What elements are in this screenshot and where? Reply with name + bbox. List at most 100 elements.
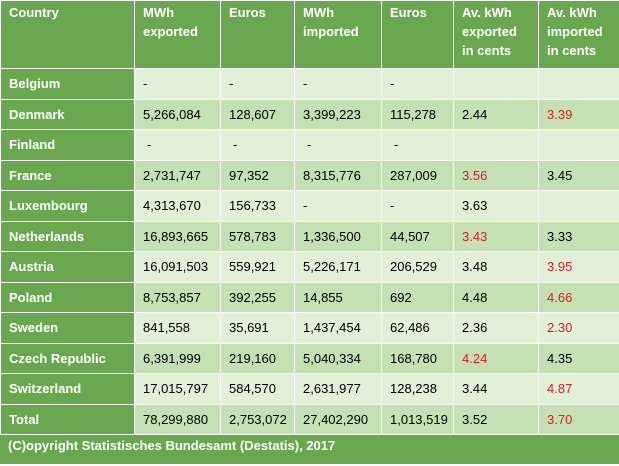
header-line: exported — [462, 24, 517, 39]
euros-imported-cell: 206,529 — [381, 251, 454, 283]
mwh-exported-cell: 6,391,999 — [134, 342, 221, 374]
avg-kwh-imported-cell: 4.35 — [538, 342, 619, 374]
table-row: Luxembourg 4,313,670 156,733- -3.63 — [0, 190, 619, 222]
country-cell: Netherlands — [0, 220, 135, 252]
avg-kwh-exported-cell: 3.52 — [453, 403, 539, 435]
mwh-imported-cell: 3,399,223 — [294, 98, 382, 130]
euros-imported-cell: 128,238 — [381, 373, 454, 405]
copyright-footer: (C)opyright Statistisches Bundesamt (Des… — [0, 435, 619, 464]
mwh-imported-cell: - — [294, 129, 382, 161]
mwh-exported-cell: 78,299,880 — [134, 403, 221, 435]
avg-kwh-imported-cell: 3.33 — [538, 220, 619, 252]
table-row: Austria 16,091,503 559,921 5,226,171 206,529… — [0, 251, 619, 283]
table-row: Sweden 841,558 35,691 1,437,454 62,486 2.36 2.… — [0, 312, 619, 344]
avg-kwh-exported-cell: 4.24 — [453, 342, 539, 374]
euros-imported-cell: 287,009 — [381, 159, 454, 191]
mwh-imported-cell: 27,402,290 — [294, 403, 382, 435]
mwh-exported-cell: 841,558 — [134, 312, 221, 344]
header-mwh-imported: MWh imported — [294, 0, 382, 69]
euros-imported-cell: 44,507 — [381, 220, 454, 252]
header-line: MWh — [303, 5, 335, 20]
avg-kwh-exported-cell: 2.44 — [453, 98, 539, 130]
euros-exported-cell: 559,921 — [220, 251, 295, 283]
header-line: Av. kWh — [462, 5, 512, 20]
euros-imported-cell: 1,013,519 — [381, 403, 454, 435]
header-country: Country — [0, 0, 135, 69]
table-row: Poland 8,753,857 392,255 14,855 692 4.48 4.66 — [0, 281, 619, 313]
avg-kwh-imported-cell: 3.39 — [538, 98, 619, 130]
table-row: France 2,731,747 97,352 8,315,776 287,009 3.5… — [0, 159, 619, 191]
mwh-imported-cell: - — [294, 68, 382, 100]
country-cell: Finland — [0, 129, 135, 161]
euros-imported-cell: 62,486 — [381, 312, 454, 344]
avg-kwh-imported-cell — [538, 129, 619, 161]
euros-exported-cell: 219,160 — [220, 342, 295, 374]
mwh-imported-cell: 1,437,454 — [294, 312, 382, 344]
euros-exported-cell: 584,570 — [220, 373, 295, 405]
euros-exported-cell: 156,733 — [220, 190, 295, 222]
total-row: Total 78,299,880 2,753,072 27,402,290 1,013,… — [0, 403, 619, 435]
header-line: imported — [547, 24, 603, 39]
mwh-exported-cell: - — [134, 68, 221, 100]
mwh-exported-cell: 16,893,665 — [134, 220, 221, 252]
mwh-imported-cell: 2,631,977 — [294, 373, 382, 405]
mwh-exported-cell: 17,015,797 — [134, 373, 221, 405]
mwh-imported-cell: 5,226,171 — [294, 251, 382, 283]
mwh-exported-cell: 5,266,084 — [134, 98, 221, 130]
country-cell: France — [0, 159, 135, 191]
table-row: Finland - - - - — [0, 129, 619, 161]
electricity-trade-table: Country MWh exported Euros MWh imported Euros A… — [0, 0, 619, 435]
avg-kwh-exported-cell: 3.43 — [453, 220, 539, 252]
euros-exported-cell: 392,255 — [220, 281, 295, 313]
country-cell: Switzerland — [0, 373, 135, 405]
euros-exported-cell: 128,607 — [220, 98, 295, 130]
table-row: Switzerland 17,015,797 584,570 2,631,977 128… — [0, 373, 619, 405]
euros-exported-cell: 97,352 — [220, 159, 295, 191]
header-line: in cents — [547, 43, 597, 58]
mwh-imported-cell: 8,315,776 — [294, 159, 382, 191]
mwh-exported-cell: - — [134, 129, 221, 161]
avg-kwh-imported-cell: 4.66 — [538, 281, 619, 313]
header-line: exported — [143, 24, 198, 39]
mwh-exported-cell: 4,313,670 — [134, 190, 221, 222]
avg-kwh-exported-cell: 4.48 — [453, 281, 539, 313]
avg-kwh-exported-cell: 3.44 — [453, 373, 539, 405]
avg-kwh-imported-cell — [538, 190, 619, 222]
header-avg-kwh-exported: Av. kWh exported in cents — [453, 0, 539, 69]
table-body: Belgium - - - - Denmark 5,266,084 128,607 3,399,… — [0, 68, 619, 435]
table-row: Denmark 5,266,084 128,607 3,399,223 115,278 2… — [0, 98, 619, 130]
euros-imported-cell: 115,278 — [381, 98, 454, 130]
mwh-exported-cell: 8,753,857 — [134, 281, 221, 313]
country-cell: Austria — [0, 251, 135, 283]
avg-kwh-imported-cell: 4.87 — [538, 373, 619, 405]
header-line: Country — [9, 5, 59, 20]
header-line: Av. kWh — [547, 5, 597, 20]
euros-exported-cell: 578,783 — [220, 220, 295, 252]
avg-kwh-exported-cell: 3.48 — [453, 251, 539, 283]
avg-kwh-exported-cell — [453, 68, 539, 100]
header-line: Euros — [390, 5, 427, 20]
euros-imported-cell: - — [381, 68, 454, 100]
header-euros-exported: Euros — [220, 0, 295, 69]
avg-kwh-exported-cell: 3.56 — [453, 159, 539, 191]
euros-exported-cell: 2,753,072 — [220, 403, 295, 435]
country-cell: Luxembourg — [0, 190, 135, 222]
country-cell: Sweden — [0, 312, 135, 344]
avg-kwh-imported-cell: 2.30 — [538, 312, 619, 344]
euros-exported-cell: - — [220, 68, 295, 100]
header-line: Euros — [229, 5, 266, 20]
avg-kwh-exported-cell: 3.63 — [453, 190, 539, 222]
euros-imported-cell: 168,780 — [381, 342, 454, 374]
mwh-imported-cell: 1,336,500 — [294, 220, 382, 252]
country-cell: Czech Republic — [0, 342, 135, 374]
euros-imported-cell: - — [381, 190, 454, 222]
mwh-exported-cell: 16,091,503 — [134, 251, 221, 283]
header-mwh-exported: MWh exported — [134, 0, 221, 69]
table-row: Belgium - - - - — [0, 68, 619, 100]
avg-kwh-imported-cell: 3.45 — [538, 159, 619, 191]
header-line: MWh — [143, 5, 175, 20]
header-line: in cents — [462, 43, 512, 58]
mwh-imported-cell: 14,855 — [294, 281, 382, 313]
country-cell: Denmark — [0, 98, 135, 130]
